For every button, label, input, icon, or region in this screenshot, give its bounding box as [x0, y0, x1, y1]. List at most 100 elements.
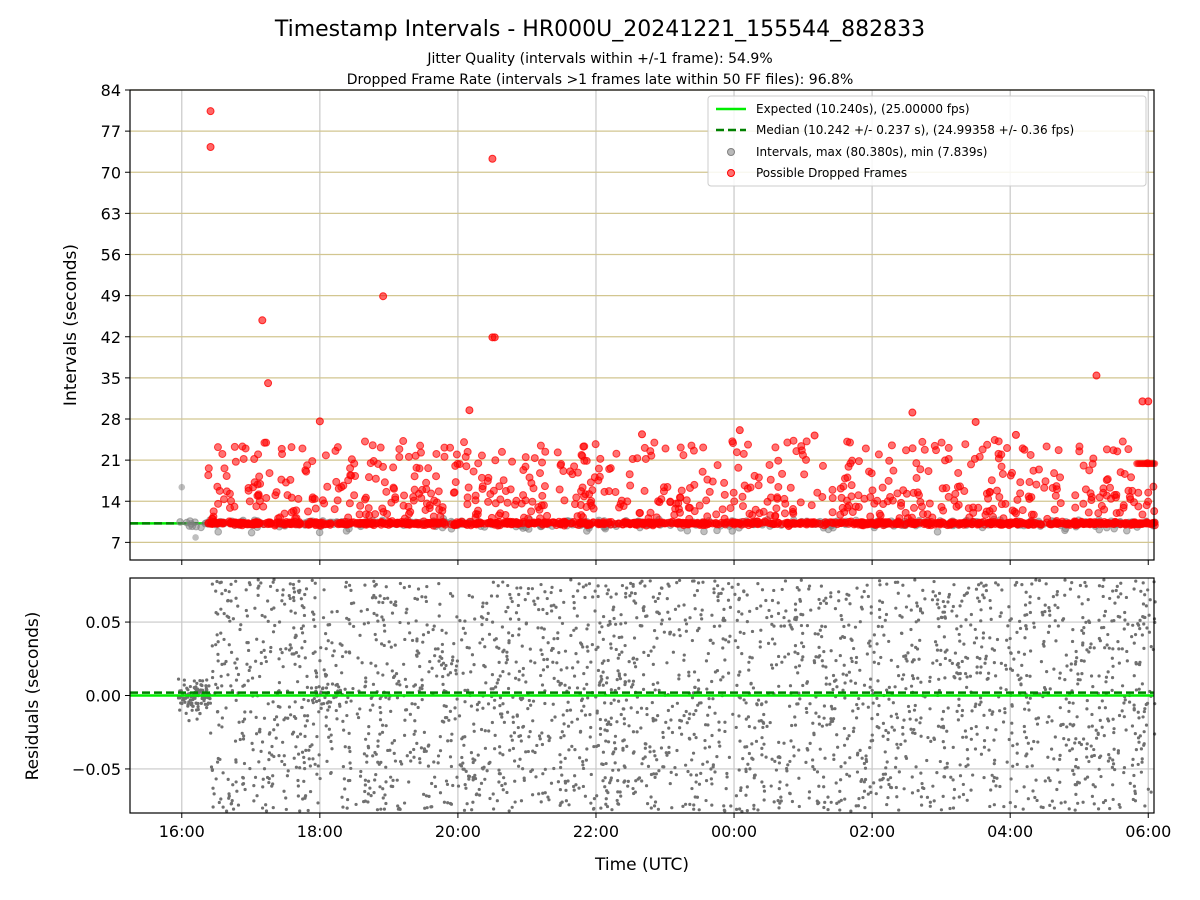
residual-point	[203, 702, 207, 706]
residual-point	[821, 664, 825, 668]
residual-point	[573, 748, 577, 752]
residual-point	[1055, 787, 1059, 792]
residual-point	[471, 775, 475, 780]
residual-point	[1147, 613, 1151, 617]
residual-point	[893, 685, 897, 689]
residual-point	[704, 779, 709, 783]
residual-point	[1026, 701, 1030, 705]
residual-point	[439, 663, 444, 667]
residual-point	[501, 580, 505, 584]
dropped-frame-point	[360, 520, 369, 529]
residual-point	[760, 702, 764, 706]
residual-point	[760, 780, 764, 784]
residual-point	[1108, 596, 1112, 601]
residual-point	[298, 809, 302, 813]
dropped-frame-point	[753, 520, 762, 529]
residual-point	[1138, 626, 1142, 631]
residual-point	[587, 582, 592, 586]
residual-point	[692, 712, 696, 716]
dropped-frame-point	[474, 459, 483, 468]
residual-point	[216, 612, 220, 616]
residual-point	[276, 723, 280, 727]
residual-point	[832, 757, 836, 761]
residual-point	[1088, 646, 1092, 650]
residual-point	[959, 624, 963, 628]
residual-point	[863, 766, 868, 770]
residual-point	[601, 750, 606, 754]
residual-point	[1101, 584, 1105, 589]
dropped-frame-point	[1124, 486, 1133, 495]
residual-point	[264, 809, 269, 813]
dropped-frame-point	[786, 483, 795, 492]
dropped-frame-point	[998, 469, 1007, 478]
residual-point	[537, 607, 541, 612]
residual-point	[313, 624, 317, 628]
residual-point	[426, 630, 431, 635]
residual-point	[504, 610, 508, 614]
residual-point	[581, 784, 585, 789]
residual-point	[1058, 706, 1062, 710]
residual-point	[585, 627, 589, 631]
residual-point	[1133, 789, 1137, 793]
residual-point	[1112, 730, 1116, 735]
residual-point	[889, 658, 893, 662]
residual-point	[1134, 688, 1139, 692]
residual-point	[208, 701, 212, 705]
residual-point	[969, 623, 973, 627]
residual-point	[980, 645, 984, 649]
residual-point	[397, 679, 401, 683]
residual-point	[632, 661, 637, 665]
residual-point	[1090, 724, 1094, 728]
residual-point	[479, 781, 484, 785]
residual-point	[1007, 737, 1011, 742]
residual-point	[570, 720, 574, 724]
dropped-frame-point	[292, 513, 301, 522]
residual-point	[414, 619, 418, 623]
residual-point	[509, 596, 513, 600]
dropped-frame-point	[427, 519, 436, 528]
residual-point	[1077, 595, 1081, 599]
residual-point	[921, 588, 925, 592]
residual-point	[716, 595, 720, 599]
dropped-frame-point	[404, 452, 413, 461]
residual-point	[992, 761, 996, 766]
dropped-frame-point	[818, 461, 827, 470]
residual-point	[606, 623, 610, 627]
residual-point	[306, 699, 310, 703]
residual-point	[442, 800, 447, 804]
dropped-frame-point	[1041, 477, 1050, 486]
residual-point	[452, 642, 456, 646]
residual-point	[518, 696, 522, 700]
dropped-frame-subtitle: Dropped Frame Rate (intervals >1 frames …	[347, 72, 854, 88]
residual-point	[916, 618, 921, 622]
residual-point	[317, 753, 321, 757]
residual-point	[271, 580, 275, 584]
residual-point	[475, 792, 479, 796]
residual-point	[318, 659, 322, 663]
dropped-frame-point	[720, 514, 729, 523]
residual-point	[892, 728, 896, 732]
dropped-frame-point	[1142, 501, 1151, 510]
residual-point	[966, 763, 970, 767]
residual-point	[408, 712, 412, 716]
dropped-frame-point	[954, 468, 963, 477]
residual-point	[737, 673, 741, 677]
residual-point	[822, 785, 826, 789]
residual-point	[805, 710, 809, 715]
residual-point	[363, 778, 368, 782]
residual-point	[974, 702, 978, 706]
residual-point	[753, 726, 757, 730]
residual-point	[796, 671, 800, 675]
residual-point	[252, 799, 256, 803]
dropped-frame-point	[766, 475, 775, 484]
residual-point	[844, 597, 848, 601]
residual-point	[477, 787, 481, 792]
residual-point	[517, 633, 521, 637]
residual-point	[1089, 674, 1094, 678]
residual-point	[1008, 618, 1012, 622]
residual-point	[985, 726, 989, 730]
residual-point	[615, 678, 619, 682]
residual-point	[740, 612, 744, 616]
residual-point	[378, 732, 382, 736]
residual-point	[1079, 658, 1084, 663]
